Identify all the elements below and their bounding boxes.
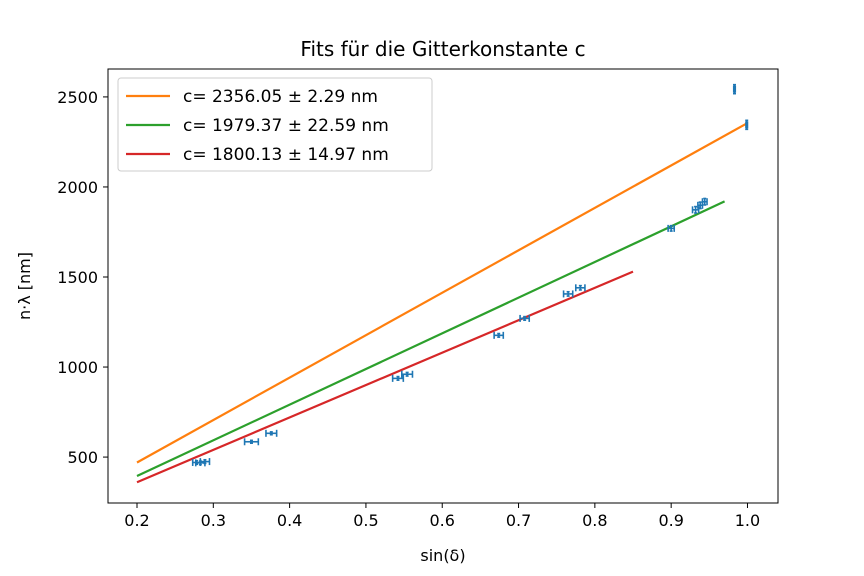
plot-frame [107,68,779,504]
y-tick-label: 500 [67,448,98,467]
fit-line-3 [136,270,634,484]
legend-label: c= 1979.37 ± 22.59 nm [183,116,389,136]
data-point [243,438,260,446]
fit-lines [136,122,749,484]
x-tick-label: 0.7 [506,511,531,530]
y-axis: 500 1000 1500 2000 2500 [57,88,108,467]
data-point [562,290,574,298]
y-tick-label: 2000 [57,178,98,197]
x-axis: 0.2 0.3 0.4 0.5 0.6 0.7 0.8 0.9 1.0 [124,503,760,530]
x-axis-label: sin(δ) [420,546,465,565]
data-point [574,284,586,292]
data-point [732,83,737,95]
data-point [745,119,749,131]
x-tick-label: 0.3 [201,511,226,530]
legend-box [117,77,433,172]
x-tick-label: 0.5 [353,511,378,530]
legend-entry: c= 1979.37 ± 22.59 nm [126,116,389,136]
plot-area [136,83,749,484]
data-point [493,331,505,339]
y-tick-label: 1000 [57,358,98,377]
data-point [400,370,414,378]
legend-entry: c= 2356.05 ± 2.29 nm [126,87,378,107]
data-point [519,314,531,322]
measurement-points [191,83,749,467]
x-tick-label: 0.8 [582,511,607,530]
fit-line-1 [136,122,749,464]
x-tick-label: 0.6 [430,511,455,530]
y-tick-label: 2500 [57,88,98,107]
data-point [391,374,405,382]
y-tick-label: 1500 [57,268,98,287]
legend: c= 2356.05 ± 2.29 nm c= 1979.37 ± 22.59 n… [117,77,433,172]
x-tick-label: 1.0 [735,511,760,530]
data-point [667,224,676,232]
legend-label: c= 2356.05 ± 2.29 nm [183,87,378,107]
legend-entry: c= 1800.13 ± 14.97 nm [126,145,389,165]
data-point [199,458,211,466]
fit-line-2 [136,200,726,477]
x-tick-label: 0.2 [124,511,149,530]
x-tick-label: 0.4 [277,511,302,530]
x-tick-label: 0.9 [658,511,683,530]
data-point [265,429,278,437]
chart-title: Fits für die Gitterkonstante c [300,37,585,61]
y-axis-label: n·λ [nm] [15,252,34,320]
legend-label: c= 1800.13 ± 14.97 nm [183,145,389,165]
data-point [701,197,708,206]
